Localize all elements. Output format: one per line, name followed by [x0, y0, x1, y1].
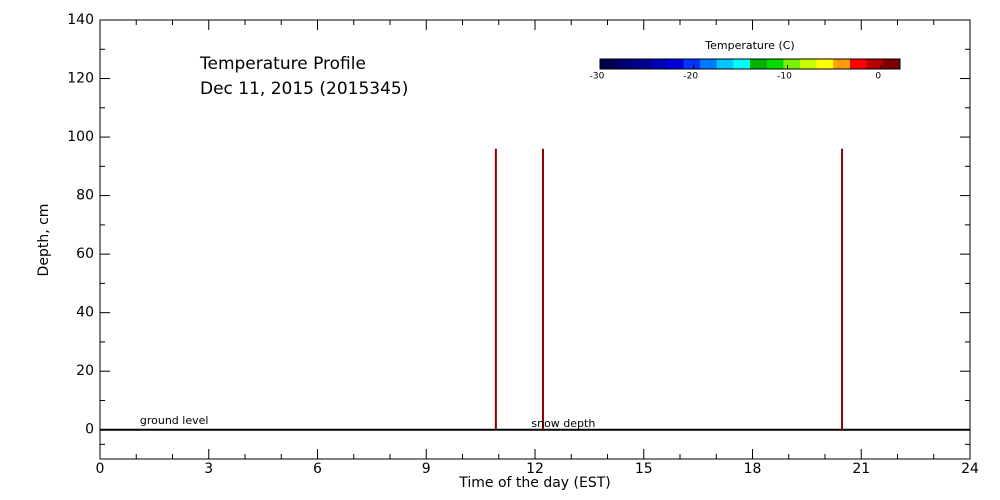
x-tick-label: 0 [96, 461, 105, 477]
colorbar-cell [683, 59, 701, 69]
chart-title: Temperature Profile [199, 54, 366, 74]
x-tick-label: 21 [852, 461, 870, 477]
colorbar-frame [599, 58, 901, 70]
colorbar-cell [700, 59, 718, 69]
x-axis-label: Time of the day (EST) [458, 475, 611, 491]
colorbar-cell [600, 59, 618, 69]
colorbar-cell [866, 59, 884, 69]
y-tick-label: 20 [76, 363, 94, 379]
colorbar-tick-label: -30 [590, 72, 605, 82]
x-tick-label: 12 [526, 461, 544, 477]
y-tick-label: 0 [85, 422, 94, 438]
colorbar-cell [800, 59, 818, 69]
y-axis-label: Depth, cm [36, 204, 52, 277]
colorbar-cell [850, 59, 868, 69]
y-tick-label: 60 [76, 246, 94, 262]
colorbar-tick-label: 0 [875, 72, 881, 82]
annotation: snow depth [531, 417, 595, 430]
colorbar-cell [666, 59, 684, 69]
colorbar-cell [616, 59, 634, 69]
colorbar-cell [750, 59, 768, 69]
colorbar-cell [833, 59, 851, 69]
colorbar-cell [766, 59, 784, 69]
colorbar-cell [633, 59, 651, 69]
x-tick-label: 6 [313, 461, 322, 477]
x-tick-label: 3 [204, 461, 213, 477]
y-tick-label: 40 [76, 305, 94, 321]
y-tick-label: 120 [67, 71, 94, 87]
y-tick-label: 80 [76, 188, 94, 204]
chart-subtitle: Dec 11, 2015 (2015345) [200, 79, 408, 99]
colorbar-cell [733, 59, 751, 69]
annotation: ground level [140, 414, 209, 427]
colorbar-cell [816, 59, 834, 69]
colorbar-cell [883, 59, 901, 69]
colorbar-label: Temperature (C) [704, 39, 794, 52]
colorbar-cell [650, 59, 668, 69]
x-tick-label: 15 [635, 461, 653, 477]
colorbar-tick-label: -10 [777, 72, 792, 82]
y-tick-label: 140 [67, 12, 94, 28]
x-tick-label: 24 [961, 461, 979, 477]
x-tick-label: 9 [422, 461, 431, 477]
x-tick-label: 18 [744, 461, 762, 477]
y-tick-label: 100 [67, 129, 94, 145]
colorbar-cell [783, 59, 801, 69]
colorbar-cell [716, 59, 734, 69]
colorbar-tick-label: -20 [683, 72, 698, 82]
